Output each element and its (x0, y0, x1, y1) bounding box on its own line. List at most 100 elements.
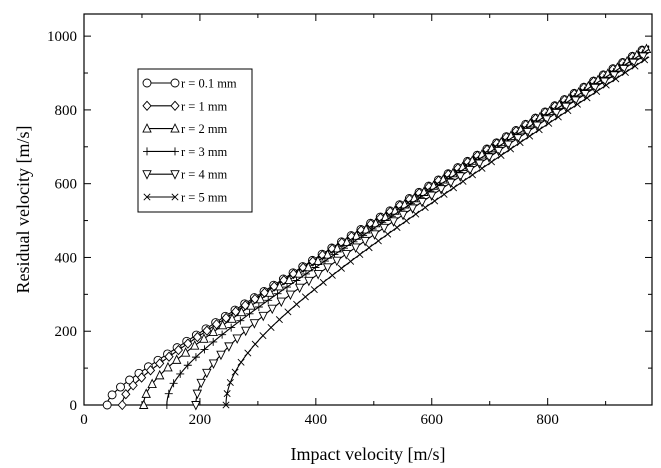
data-point (284, 308, 292, 316)
legend-entry: r = 2 mm (142, 122, 228, 136)
data-point (224, 342, 234, 352)
x-tick-label: 800 (536, 412, 559, 428)
data-point (465, 166, 475, 176)
data-point (570, 96, 581, 106)
legend-label: r = 4 mm (181, 168, 228, 182)
series-line (195, 52, 650, 406)
data-point (232, 334, 242, 344)
y-axis-label: Residual velocity [m/s] (13, 126, 33, 294)
data-point (226, 379, 234, 387)
data-point (183, 338, 193, 349)
x-tick-label: 0 (80, 412, 88, 428)
data-point (332, 256, 342, 267)
data-point (164, 351, 174, 362)
data-point (217, 319, 228, 330)
data-point (384, 230, 392, 238)
legend-marker (142, 123, 152, 133)
data-point (337, 264, 345, 272)
data-point (102, 400, 112, 410)
plot-frame (83, 13, 653, 406)
legend-label: r = 0.1 mm (181, 77, 237, 91)
legend-marker (143, 193, 151, 201)
data-point (136, 372, 147, 383)
data-point (294, 283, 305, 294)
legend-entry: r = 0.1 mm (142, 77, 237, 91)
data-point (117, 399, 127, 411)
data-point (303, 261, 314, 272)
data-point (328, 271, 336, 279)
legend-entry: r = 1 mm (142, 99, 228, 113)
data-point (251, 340, 259, 348)
data-point (173, 344, 184, 356)
series-markers (191, 52, 648, 411)
data-point (545, 119, 553, 127)
tick-labels: 0 200 400 600 800 0 200 400 600 800 1000 (47, 29, 559, 428)
data-point (192, 331, 202, 343)
data-point (162, 401, 171, 409)
data-point (551, 109, 562, 119)
data-point (293, 300, 301, 308)
data-point (164, 389, 173, 398)
data-point (554, 113, 562, 121)
data-point (190, 340, 200, 350)
legend-box (137, 68, 253, 213)
data-point (121, 389, 131, 400)
data-point (138, 399, 149, 409)
data-point (283, 283, 292, 292)
legend-marker (171, 193, 179, 201)
data-point (200, 345, 209, 354)
legend-marker (170, 170, 180, 180)
data-point (561, 102, 571, 113)
data-point (274, 280, 285, 291)
data-point (621, 68, 629, 77)
data-point (522, 127, 533, 138)
data-point (267, 304, 277, 315)
data-point (440, 190, 448, 198)
data-point (107, 390, 117, 400)
data-point (602, 81, 610, 89)
data-point (365, 244, 373, 252)
data-point (141, 388, 151, 398)
data-point (450, 184, 458, 192)
data-point (374, 237, 382, 245)
data-point (341, 250, 351, 260)
data-point (388, 217, 399, 227)
data-point (583, 94, 591, 102)
plot-area (83, 13, 653, 411)
data-point (202, 368, 212, 379)
data-point (196, 378, 206, 389)
data-point (580, 90, 590, 100)
data-point (199, 333, 209, 343)
data-point (216, 350, 226, 361)
data-point (593, 74, 603, 84)
data-point (618, 65, 629, 75)
data-point (360, 236, 370, 247)
data-point (294, 268, 304, 278)
data-point (244, 349, 252, 357)
data-point (497, 151, 505, 159)
data-point (246, 300, 256, 310)
data-point (313, 255, 323, 265)
data-point (180, 347, 191, 357)
data-point (421, 204, 429, 212)
data-point (632, 49, 642, 60)
data-point (145, 365, 156, 376)
data-point (628, 58, 639, 69)
legend-label: r = 2 mm (181, 122, 228, 136)
data-point (258, 311, 268, 322)
data-point (507, 145, 515, 153)
data-point (407, 204, 418, 214)
data-point (116, 382, 125, 392)
data-point (154, 369, 165, 380)
data-point (516, 139, 524, 147)
data-point (603, 68, 613, 78)
data-point (532, 121, 542, 132)
data-point (612, 75, 620, 83)
legend-marker (142, 170, 152, 180)
data-point (275, 316, 283, 324)
data-point (236, 306, 247, 317)
y-tick-label: 0 (70, 398, 78, 414)
data-point (202, 325, 212, 336)
data-point (474, 159, 485, 170)
data-point (468, 171, 477, 179)
